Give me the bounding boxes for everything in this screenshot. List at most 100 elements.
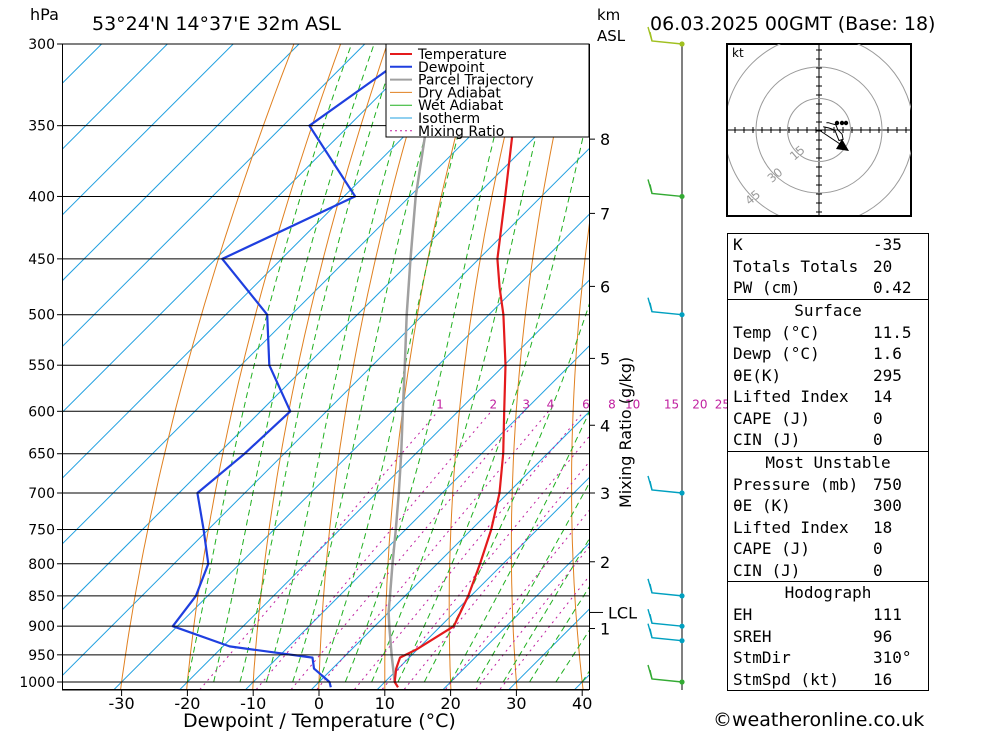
km-label: 5 xyxy=(600,349,610,368)
index-label: K xyxy=(733,235,743,254)
index-value: 0 xyxy=(873,539,883,558)
legend-label: Parcel Trajectory xyxy=(418,73,534,89)
wind-barb-feather xyxy=(649,31,653,42)
wind-barb-staff xyxy=(647,179,683,198)
temperature-tick-label: -30 xyxy=(109,694,135,713)
km-label: 6 xyxy=(600,277,610,296)
index-label: Pressure (mb) xyxy=(733,474,859,494)
wet-adiabat-line xyxy=(476,482,589,683)
mixing-ratio-label: 20 xyxy=(692,397,707,411)
isotherm-line xyxy=(63,44,169,150)
isotherm-line xyxy=(441,542,589,690)
index-row: CAPE (J) 0 xyxy=(728,538,928,560)
dry-adiabat-line xyxy=(318,44,435,690)
surface-title: Surface xyxy=(794,300,862,320)
index-row: Totals Totals 20 xyxy=(728,256,928,278)
wind-barb-feather xyxy=(649,614,653,624)
isotherm-line xyxy=(63,44,432,413)
general-indices: K -35 Totals Totals 20 PW (cm) 0.42 xyxy=(728,234,928,299)
mixing-ratio-line xyxy=(198,410,439,690)
pressure-label: 550 xyxy=(28,358,55,374)
index-label: CIN (J) xyxy=(733,560,801,580)
wind-barb-feather xyxy=(649,583,653,594)
wet-adiabat-line xyxy=(186,44,353,683)
hodograph-ring xyxy=(787,98,851,162)
indices-table: K -35 Totals Totals 20 PW (cm) 0.42 Surface T… xyxy=(727,233,929,691)
lcl-label: LCL xyxy=(608,603,637,622)
index-value: 0 xyxy=(873,430,883,449)
km-label: 4 xyxy=(600,416,610,435)
wind-barb xyxy=(647,475,685,496)
isotherm-line xyxy=(63,44,300,281)
mixing-ratio-line xyxy=(444,509,589,690)
storm-motion-arrowhead xyxy=(836,139,849,151)
wind-barb-staff xyxy=(647,578,683,597)
mixing-ratio-labels: 1 2 3 4 6 8 10 15 20 25 xyxy=(436,397,730,411)
wind-barb-feather xyxy=(649,480,653,491)
mixing-ratio-label: 2 xyxy=(489,397,497,411)
km-axis: 1 2 3 4 5 6 7 8 LCL xyxy=(589,130,637,639)
km-unit-label: km xyxy=(597,6,620,24)
dry-adiabat-line xyxy=(630,0,683,708)
wind-barb xyxy=(647,623,685,644)
index-label: SREH xyxy=(733,626,772,646)
temperature-tick-label: 10 xyxy=(375,694,395,713)
dry-adiabat-line xyxy=(384,44,482,690)
index-label: CIN (J) xyxy=(733,430,801,449)
temperature-tick-label: 40 xyxy=(572,694,592,713)
hodograph-title: Hodograph xyxy=(784,583,872,602)
legend-label: Wet Adiabat xyxy=(418,98,504,114)
wet-adiabat-line xyxy=(450,411,589,683)
wind-barb-feather xyxy=(649,669,653,680)
temperature-axis: -30 -20 -10 0 10 20 30 40 xyxy=(109,690,592,713)
wind-barb-staff xyxy=(647,475,683,494)
wind-barb-feather xyxy=(649,302,653,312)
index-value: 750 xyxy=(873,474,902,494)
temperature-tick-label: 0 xyxy=(314,694,324,713)
index-row: CAPE (J) 0 xyxy=(728,408,928,430)
wind-profile xyxy=(647,26,685,690)
wind-barb-feather xyxy=(649,628,653,638)
wet-adiabat-line xyxy=(502,538,589,683)
wet-adiabat-line xyxy=(397,108,589,683)
wind-barb-dot xyxy=(679,623,685,629)
wind-barb xyxy=(647,578,685,599)
dry-adiabat-line xyxy=(686,0,727,708)
index-label: Totals Totals xyxy=(733,256,859,276)
index-value: 20 xyxy=(873,256,893,276)
mixing-ratio-line xyxy=(403,461,589,690)
wet-adiabat-line xyxy=(423,303,589,683)
pressure-label: 950 xyxy=(28,648,55,664)
index-value: 0 xyxy=(873,408,883,428)
index-row: Temp (°C) 11.5 xyxy=(728,322,928,344)
index-row: PW (cm) 0.42 xyxy=(728,277,928,299)
wind-barb-staff xyxy=(647,608,683,627)
plot-frame-bottom xyxy=(62,689,589,691)
mixing-ratio-label: 4 xyxy=(547,397,555,411)
isotherm-line xyxy=(310,411,589,690)
temperature-tick-label: -20 xyxy=(174,694,200,713)
index-label: Dewp (°C) xyxy=(733,344,820,363)
wind-barb xyxy=(647,297,685,318)
hodograph-section: Hodograph EH 111 SREH 96 StmDir 310° StmSpd (k… xyxy=(728,581,928,690)
legend-label: Temperature xyxy=(417,47,507,63)
credit[interactable]: ©weatheronline.co.uk xyxy=(713,709,925,731)
pressure-label: 300 xyxy=(28,37,55,53)
pressure-label: 500 xyxy=(28,308,55,324)
mixing-ratio-label: 10 xyxy=(625,397,640,411)
index-row: CIN (J) 0 xyxy=(728,560,928,582)
km-label: 2 xyxy=(600,553,610,572)
wind-barb xyxy=(647,608,685,629)
dewpoint-line xyxy=(171,44,425,688)
index-value: 310° xyxy=(873,648,912,667)
index-row: StmSpd (kt) 16 xyxy=(728,669,928,691)
parcel-trajectory-line xyxy=(387,44,450,683)
x-axis-title: Dewpoint / Temperature (°C) xyxy=(183,710,456,732)
index-value: 111 xyxy=(873,605,902,624)
mixing-ratio-label: 8 xyxy=(608,397,616,411)
km-label: 8 xyxy=(600,130,610,149)
hodograph-unit: kt xyxy=(732,46,744,60)
index-row: Lifted Index 14 xyxy=(728,386,928,408)
